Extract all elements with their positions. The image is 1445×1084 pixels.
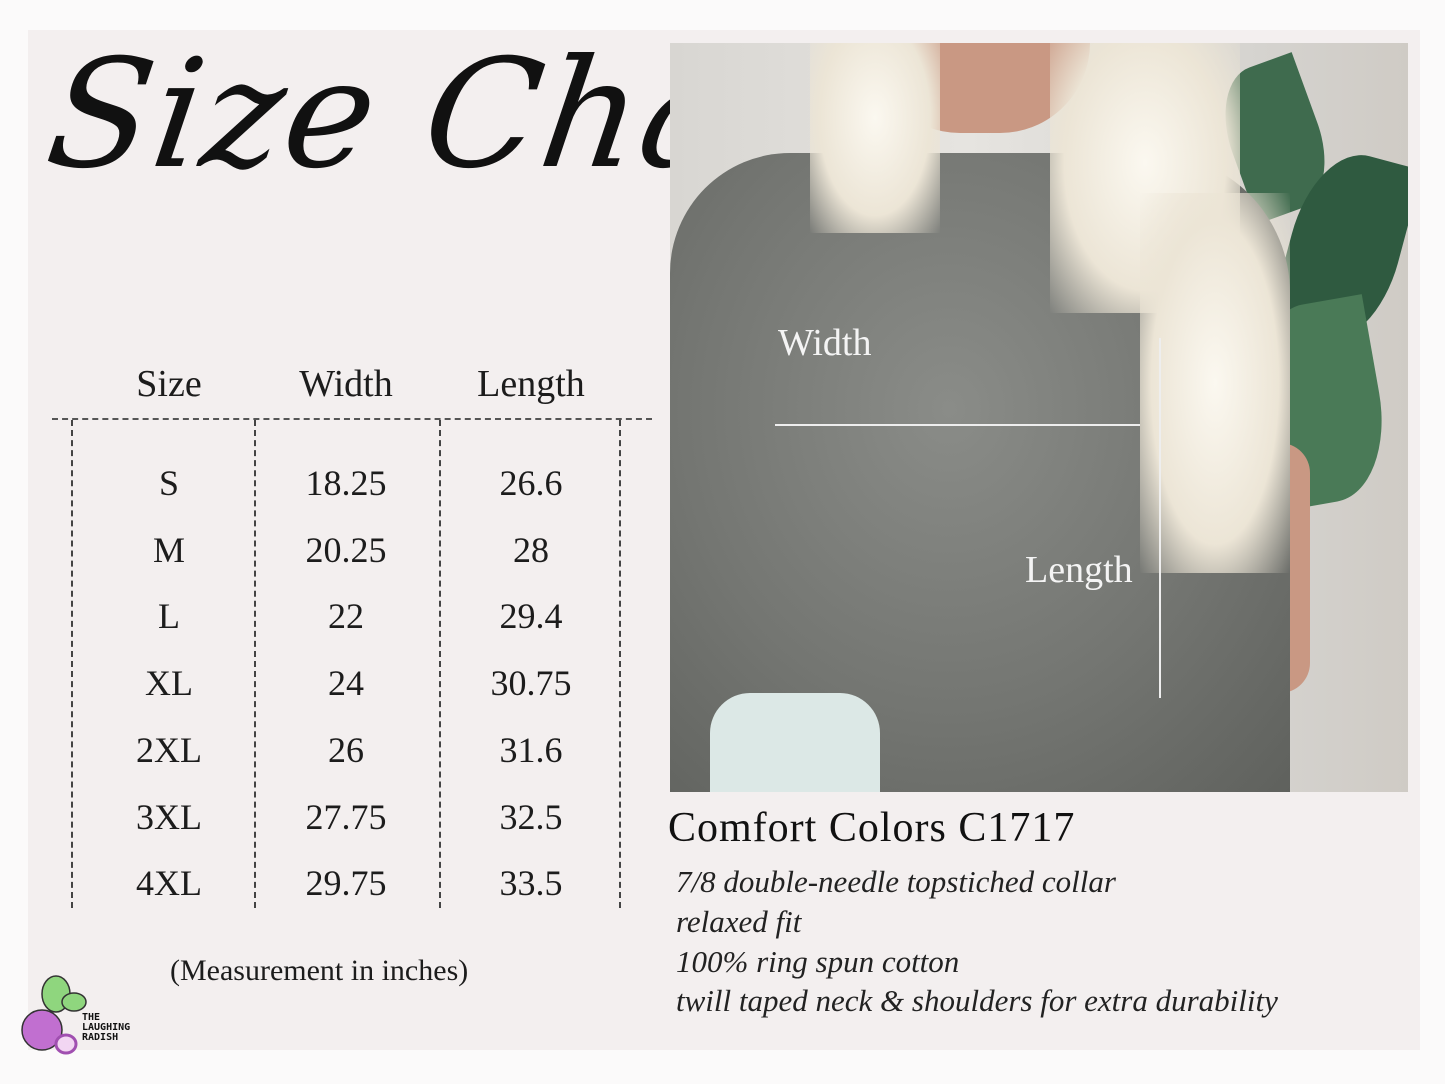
size-cell: M [152,529,185,570]
width-cell: 22 [328,596,364,637]
product-name: Comfort Colors C1717 [668,805,1076,851]
model-photo: Width Length [670,43,1408,792]
header-size: Size [136,363,202,405]
width-cell: 18.25 [305,463,387,503]
size-cell: 3XL [136,796,202,837]
length-cell: 29.4 [499,596,563,637]
length-label: Length [1025,549,1133,591]
length-arrow [1159,338,1161,698]
size-cell: L [158,596,180,637]
length-cell: 28 [513,529,549,570]
column-divider [439,420,441,908]
measurement-note: (Measurement in inches) [170,954,469,987]
radish-logo-icon [21,975,87,1055]
feature-item: 100% ring spun cotton [676,944,960,979]
feature-item: twill taped neck & shoulders for extra d… [676,983,1278,1018]
column-divider [71,420,73,908]
length-cell: 32.5 [499,796,563,837]
width-cell: 29.75 [305,863,387,904]
size-cell: XL [145,663,193,704]
brand-logo-text: THE LAUGHING RADISH [82,1012,131,1043]
size-cell: S [158,463,180,503]
length-cell: 31.6 [499,729,563,770]
feature-item: relaxed fit [676,904,802,939]
header-width: Width [299,363,393,405]
header-length: Length [477,363,585,405]
width-cell: 26 [328,729,364,770]
width-cell: 27.75 [305,796,387,837]
length-cell: 30.75 [490,663,572,704]
column-divider [254,420,256,908]
length-cell: 33.5 [499,863,563,904]
feature-item: 7/8 double-needle topstiched collar [676,864,1116,899]
size-cell: 4XL [136,863,202,904]
size-cell: 2XL [136,729,202,770]
column-divider [619,420,621,908]
length-cell: 26.6 [499,463,563,503]
width-cell: 24 [328,663,364,704]
width-arrow [775,424,1140,426]
header-divider [52,418,652,420]
width-cell: 20.25 [305,529,387,570]
width-label: Width [778,322,872,364]
